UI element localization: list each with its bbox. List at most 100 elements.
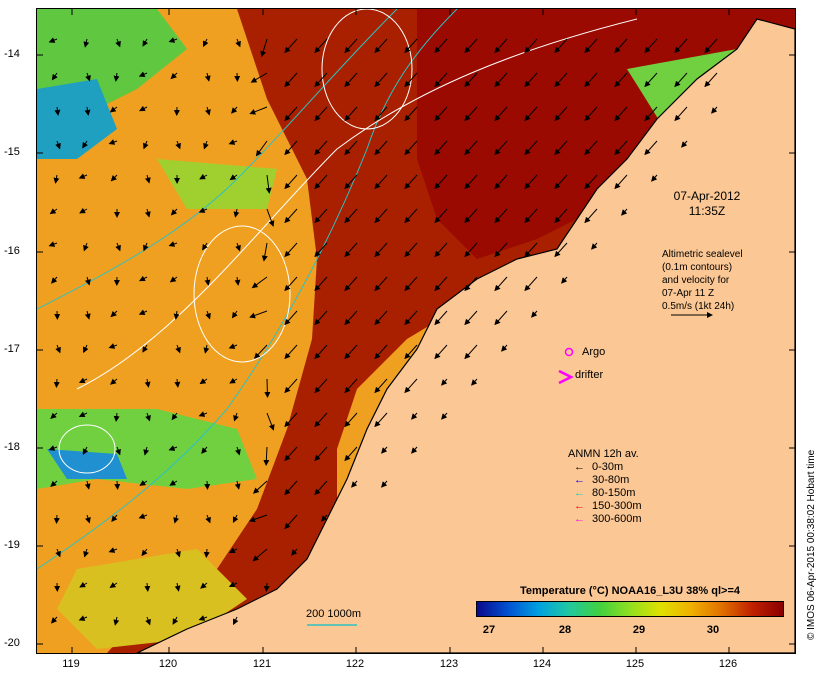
- velocity-arrow: [471, 378, 478, 386]
- velocity-arrow: [344, 106, 358, 122]
- velocity-arrow: [284, 38, 298, 54]
- velocity-arrow: [404, 242, 418, 258]
- velocity-arrow: [231, 106, 238, 114]
- velocity-arrow: [175, 344, 181, 354]
- velocity-arrow: [251, 276, 268, 289]
- y-tick-label: -18: [4, 441, 20, 453]
- arrow-icon: ←: [574, 513, 585, 525]
- x-tick-label: 120: [158, 658, 178, 670]
- velocity-arrow: [144, 582, 151, 592]
- velocity-arrow: [255, 140, 268, 157]
- velocity-arrow: [434, 72, 448, 88]
- velocity-arrow: [55, 344, 61, 354]
- velocity-arrow: [231, 310, 238, 319]
- velocity-arrow: [174, 378, 181, 388]
- argo-marker-icon[interactable]: [564, 347, 574, 357]
- velocity-arrow: [143, 140, 149, 150]
- legend-item: ← 0-30m: [574, 461, 623, 474]
- map-panel[interactable]: [36, 8, 796, 654]
- velocity-arrow: [202, 38, 209, 48]
- velocity-arrow: [404, 310, 418, 326]
- sealevel-contour-north: [321, 9, 413, 130]
- velocity-arrow: [344, 208, 358, 224]
- velocity-arrow: [404, 72, 418, 88]
- velocity-arrow: [234, 480, 241, 490]
- velocity-arrow: [83, 242, 89, 252]
- velocity-arrow: [174, 582, 181, 592]
- colorbar-gradient: [477, 602, 783, 616]
- x-tick-label: 123: [439, 658, 459, 670]
- velocity-arrow: [79, 581, 88, 588]
- velocity-arrow: [524, 72, 538, 88]
- velocity-arrow: [263, 446, 270, 466]
- velocity-arrow: [55, 140, 61, 150]
- velocity-arrow: [464, 174, 478, 190]
- colorbar-tick: 28: [558, 624, 572, 636]
- velocity-arrow: [524, 276, 538, 292]
- velocity-arrow: [284, 72, 298, 88]
- velocity-arrow: [78, 615, 88, 621]
- velocity-arrow: [284, 276, 298, 292]
- velocity-arrow: [143, 242, 149, 252]
- velocity-arrow: [404, 140, 418, 156]
- legend-item-label: 80-150m: [592, 487, 636, 499]
- velocity-arrow: [284, 174, 298, 190]
- velocity-arrow: [584, 72, 598, 88]
- velocity-arrow: [84, 480, 91, 490]
- velocity-arrow: [108, 343, 118, 349]
- legend-item-label: 0-30m: [592, 461, 624, 473]
- velocity-arrow: [374, 276, 388, 292]
- drifter-marker-icon[interactable]: [558, 369, 574, 385]
- velocity-arrow: [554, 174, 568, 190]
- velocity-arrow: [284, 310, 298, 326]
- velocity-arrow: [138, 71, 148, 77]
- velocity-arrow: [494, 38, 508, 54]
- velocity-arrow: [250, 72, 268, 83]
- velocity-arrow: [381, 480, 388, 488]
- legend-item: ← 150-300m: [574, 500, 642, 513]
- y-tick-label: -19: [4, 539, 20, 551]
- velocity-arrow: [55, 548, 61, 558]
- velocity-arrow: [554, 242, 568, 258]
- sealevel-note-line: 0.5m/s (1kt 24h): [662, 301, 735, 312]
- velocity-arrow: [233, 208, 240, 218]
- timestamp-date: 07-Apr-2012: [673, 189, 741, 203]
- velocity-arrow: [111, 514, 118, 522]
- velocity-arrow: [168, 241, 178, 247]
- velocity-arrow: [233, 412, 239, 422]
- velocity-arrow: [82, 140, 88, 149]
- velocity-arrow: [78, 411, 88, 418]
- velocity-arrow: [404, 174, 418, 190]
- velocity-arrow: [434, 106, 448, 122]
- velocity-arrow: [110, 378, 118, 385]
- velocity-arrow: [284, 242, 298, 258]
- sealevel-note-line: Altimetric sealevel: [662, 249, 743, 260]
- velocity-arrow: [374, 310, 388, 326]
- velocity-arrow: [115, 242, 121, 252]
- colorbar-title: Temperature (°C) NOAA16_L3U 38% ql>=4: [520, 585, 740, 597]
- timestamp-time: 11:35Z: [688, 204, 726, 218]
- velocity-arrow: [203, 548, 210, 558]
- velocity-arrow: [434, 276, 448, 292]
- velocity-arrow: [170, 72, 178, 80]
- colorbar: [476, 601, 784, 617]
- velocity-arrow: [404, 276, 418, 292]
- velocity-arrow: [115, 446, 121, 456]
- velocity-arrow: [113, 72, 120, 82]
- velocity-arrow: [644, 38, 658, 54]
- y-tick-label: -16: [4, 245, 20, 257]
- legend-title: ANMN 12h av.: [568, 448, 639, 460]
- velocity-arrow: [114, 480, 121, 490]
- velocity-arrow: [51, 276, 58, 284]
- sealevel-note-line: (0.1m contours): [662, 262, 733, 273]
- x-tick-label: 126: [718, 658, 738, 670]
- velocity-arrow: [494, 208, 508, 224]
- velocity-arrow: [614, 38, 628, 54]
- velocity-arrow: [142, 38, 149, 47]
- velocity-arrow: [524, 242, 538, 258]
- velocity-arrow: [591, 242, 598, 250]
- velocity-arrow: [344, 446, 358, 462]
- arrow-icon: ←: [574, 500, 585, 512]
- velocity-arrow: [404, 208, 418, 224]
- velocity-arrow: [381, 446, 388, 454]
